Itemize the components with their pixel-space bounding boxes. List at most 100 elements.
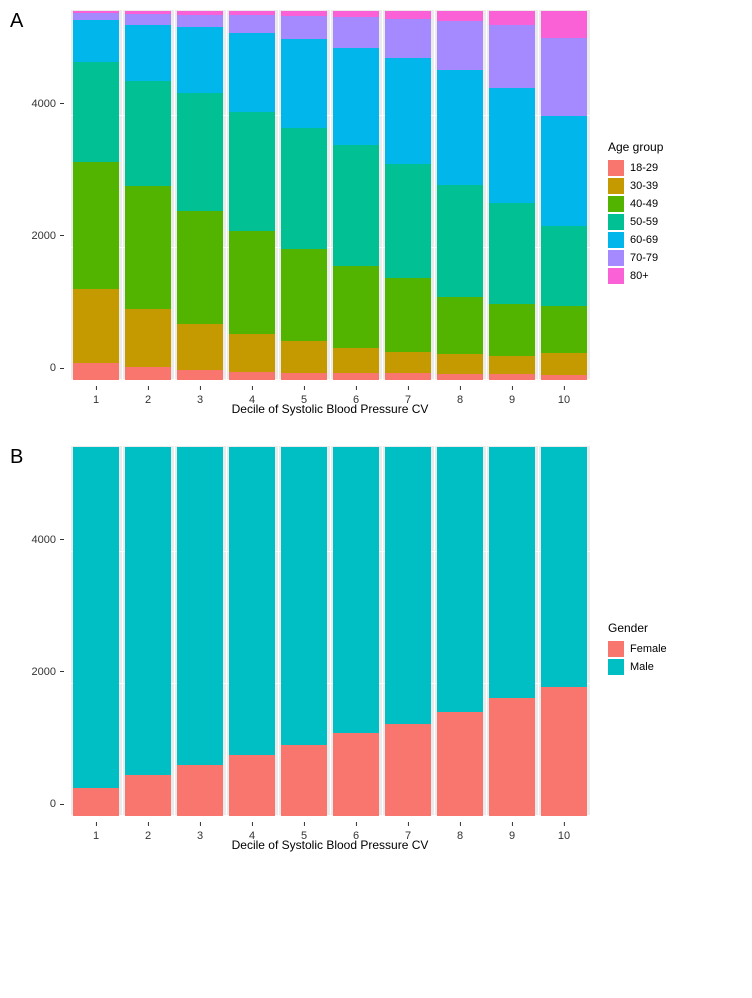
x-tick: 5 (301, 386, 307, 406)
bar-segment (177, 765, 224, 816)
bar-segment (73, 20, 120, 62)
chart-a-plot: 020004000Number of participants123456789… (70, 10, 590, 380)
bar-segment (177, 447, 224, 765)
tick-mark (60, 804, 64, 805)
legend-item: 60-69 (608, 232, 663, 248)
bar-stack (125, 447, 172, 816)
bar-segment (541, 353, 588, 375)
bar-segment (489, 304, 536, 356)
grid-line (382, 446, 383, 816)
bar-segment (229, 372, 276, 380)
bar-stack (229, 447, 276, 816)
x-tick-label: 1 (93, 390, 99, 406)
x-tick-label: 3 (197, 826, 203, 842)
bar-segment (541, 306, 588, 353)
bar-segment (541, 226, 588, 306)
bar-segment (489, 203, 536, 304)
x-tick: 7 (405, 822, 411, 842)
bar-segment (281, 39, 328, 128)
bar-stack (177, 11, 224, 380)
x-tick-label: 4 (249, 826, 255, 842)
grid-line (330, 10, 331, 380)
legend-title: Gender (608, 621, 667, 635)
bar-segment (489, 25, 536, 88)
x-tick: 10 (558, 822, 570, 842)
bar-segment (229, 33, 276, 112)
legend-swatch (608, 160, 624, 176)
bar-segment (177, 27, 224, 93)
bar-segment (541, 116, 588, 226)
bar-segment (385, 724, 432, 817)
x-tick-label: 6 (353, 826, 359, 842)
grid-line (538, 10, 539, 380)
bar-segment (229, 231, 276, 334)
bar-stack (333, 447, 380, 816)
bar-slot (538, 10, 590, 380)
bar-segment (73, 289, 120, 363)
y-tick-label: 4000 (32, 534, 60, 546)
x-tick: 2 (145, 386, 151, 406)
bar-segment (281, 16, 328, 39)
legend-swatch (608, 214, 624, 230)
bar-segment (385, 352, 432, 374)
bar-slot (278, 446, 330, 816)
x-tick-label: 7 (405, 390, 411, 406)
bar-segment (177, 324, 224, 370)
legend-item: 18-29 (608, 160, 663, 176)
legend-label: Male (630, 661, 654, 673)
bar-segment (229, 15, 276, 34)
x-tick-label: 6 (353, 390, 359, 406)
bar-segment (281, 341, 328, 373)
x-tick-label: 9 (509, 390, 515, 406)
bar-segment (385, 447, 432, 724)
legend-label: 80+ (630, 270, 649, 282)
bar-segment (177, 370, 224, 380)
grid-line (122, 446, 123, 816)
bar-segment (125, 186, 172, 310)
bar-segment (333, 145, 380, 266)
x-tick: 5 (301, 822, 307, 842)
bar-segment (229, 447, 276, 755)
grid-line (226, 10, 227, 380)
legend-title: Age group (608, 140, 663, 154)
bar-stack (281, 447, 328, 816)
bar-segment (125, 25, 172, 81)
legend-item: 30-39 (608, 178, 663, 194)
grid-line (174, 446, 175, 816)
legend-item: 70-79 (608, 250, 663, 266)
x-tick: 3 (197, 822, 203, 842)
bar-segment (177, 15, 224, 27)
bar-segment (333, 447, 380, 734)
bar-slot (538, 446, 590, 816)
bar-segment (437, 11, 484, 22)
x-tick-label: 2 (145, 826, 151, 842)
bar-segment (385, 373, 432, 380)
bar-slot (122, 10, 174, 380)
bar-segment (229, 112, 276, 230)
bar-segment (541, 447, 588, 687)
x-tick-label: 10 (558, 826, 570, 842)
bar-segment (125, 309, 172, 367)
y-tick-label: 2000 (32, 666, 60, 678)
x-tick-label: 3 (197, 390, 203, 406)
y-tick-label: 0 (50, 798, 60, 810)
bar-segment (541, 375, 588, 380)
bar-stack (229, 11, 276, 380)
grid-line (434, 446, 435, 816)
tick-mark (60, 671, 64, 672)
y-tick: 4000 (32, 534, 64, 546)
legend-item: Male (608, 659, 667, 675)
y-tick: 0 (50, 362, 64, 374)
x-tick: 8 (457, 822, 463, 842)
grid-line (434, 10, 435, 380)
bar-slot (70, 10, 122, 380)
bar-slot (330, 10, 382, 380)
chart-b-legend: GenderFemaleMale (608, 621, 667, 677)
bar-segment (73, 62, 120, 162)
tick-mark (60, 235, 64, 236)
bar-segment (333, 373, 380, 380)
x-tick: 3 (197, 386, 203, 406)
bar-segment (489, 88, 536, 203)
grid-line (278, 446, 279, 816)
bar-stack (437, 11, 484, 380)
